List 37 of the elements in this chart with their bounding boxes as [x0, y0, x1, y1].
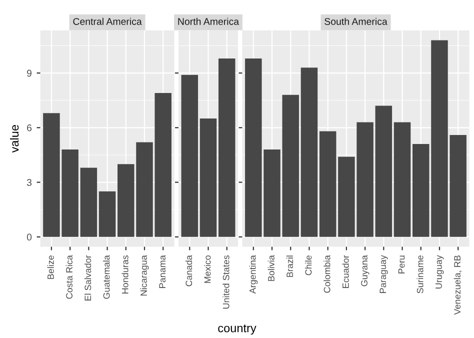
x-tick-label: Argentina — [249, 255, 258, 294]
x-tick-label: United States — [222, 255, 230, 309]
x-tick-label: Belize — [47, 255, 54, 279]
x-tick-label: Mexico — [204, 255, 211, 283]
x-tick-label: Colombia — [324, 255, 330, 293]
y-tick-label: 9 — [27, 70, 32, 77]
x-tick-label: Paraguay — [380, 255, 388, 293]
x-tick-label: Peru — [398, 256, 405, 274]
chart-title: South America — [324, 18, 388, 25]
chart-title: North America — [178, 18, 240, 25]
y-tick-label: 3 — [26, 179, 32, 186]
x-tick-label: Suriname — [416, 255, 424, 294]
x-tick-label: Guyana — [361, 255, 370, 286]
bar — [319, 131, 336, 237]
bar — [375, 106, 392, 237]
x-tick-label: Canada — [185, 255, 192, 286]
x-tick-label: Venezuela, RB — [454, 256, 462, 315]
bar — [80, 168, 98, 237]
x-tick-label: Chile — [305, 255, 312, 276]
x-tick-label: Ecuador — [342, 255, 349, 288]
bar — [300, 68, 318, 237]
x-tick-label: Brazil — [286, 256, 294, 277]
x-tick-label: Panama — [159, 255, 166, 288]
chart-title: Central America — [73, 18, 142, 25]
bar — [394, 122, 411, 237]
x-axis-title: country — [218, 324, 256, 335]
y-tick-label: 0 — [26, 234, 32, 241]
x-tick-label: Uruguay — [436, 255, 444, 288]
x-tick-label: Guatemala — [103, 255, 110, 299]
y-tick-label: 6 — [27, 124, 32, 132]
x-tick-label: Bolivia — [268, 255, 274, 281]
bar — [98, 191, 116, 237]
x-tick-label: Costa Rica — [66, 255, 72, 299]
x-tick-label: Honduras — [122, 255, 128, 294]
y-axis-title: value — [10, 124, 19, 153]
x-tick-label: Nicaragua — [140, 255, 149, 296]
x-tick-label: El Salvador — [84, 255, 92, 300]
